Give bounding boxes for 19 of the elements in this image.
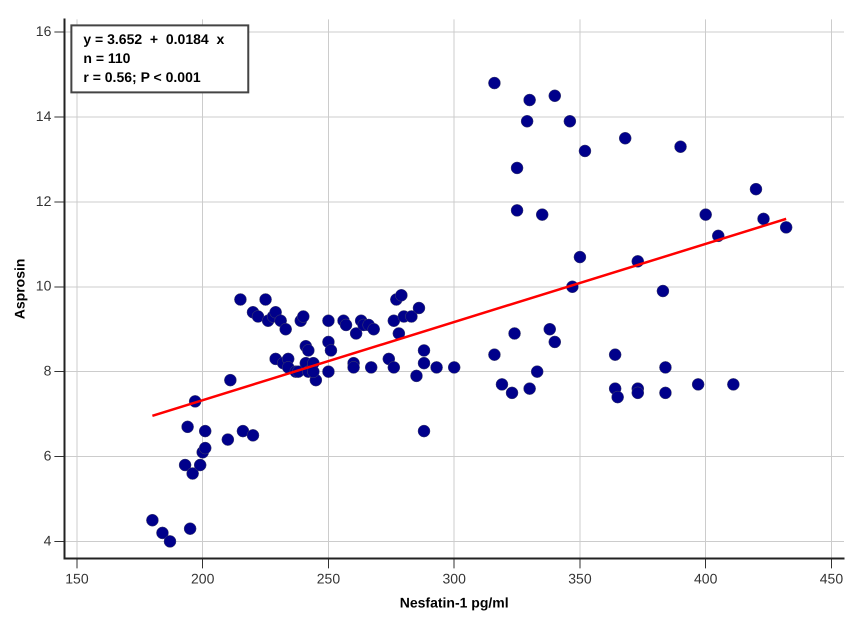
x-tick-label: 400 xyxy=(694,570,718,587)
y-tick-label: 8 xyxy=(44,362,52,379)
x-axis-title: Nesfatin-1 pg/ml xyxy=(400,594,509,610)
x-tick-label: 450 xyxy=(820,570,844,587)
y-tick-label: 10 xyxy=(36,278,52,294)
y-tick-label: 14 xyxy=(36,108,52,124)
annotation: y = 3.652 + 0.0184 x xyxy=(83,30,224,47)
annotation: n = 110 xyxy=(83,50,131,66)
x-tick-label: 350 xyxy=(568,570,592,587)
x-tick-label: 200 xyxy=(191,570,215,587)
y-axis-title: Asprosin xyxy=(11,258,28,320)
y-tick-label: 6 xyxy=(44,447,52,464)
y-tick-label: 12 xyxy=(36,192,52,209)
y-tick-label: 4 xyxy=(44,532,52,548)
x-tick-label: 300 xyxy=(442,570,466,587)
x-tick-label: 150 xyxy=(65,570,89,587)
annotation: r = 0.56; P < 0.001 xyxy=(83,68,201,85)
y-tick-label: 16 xyxy=(36,22,52,39)
x-tick-label: 250 xyxy=(316,570,340,587)
